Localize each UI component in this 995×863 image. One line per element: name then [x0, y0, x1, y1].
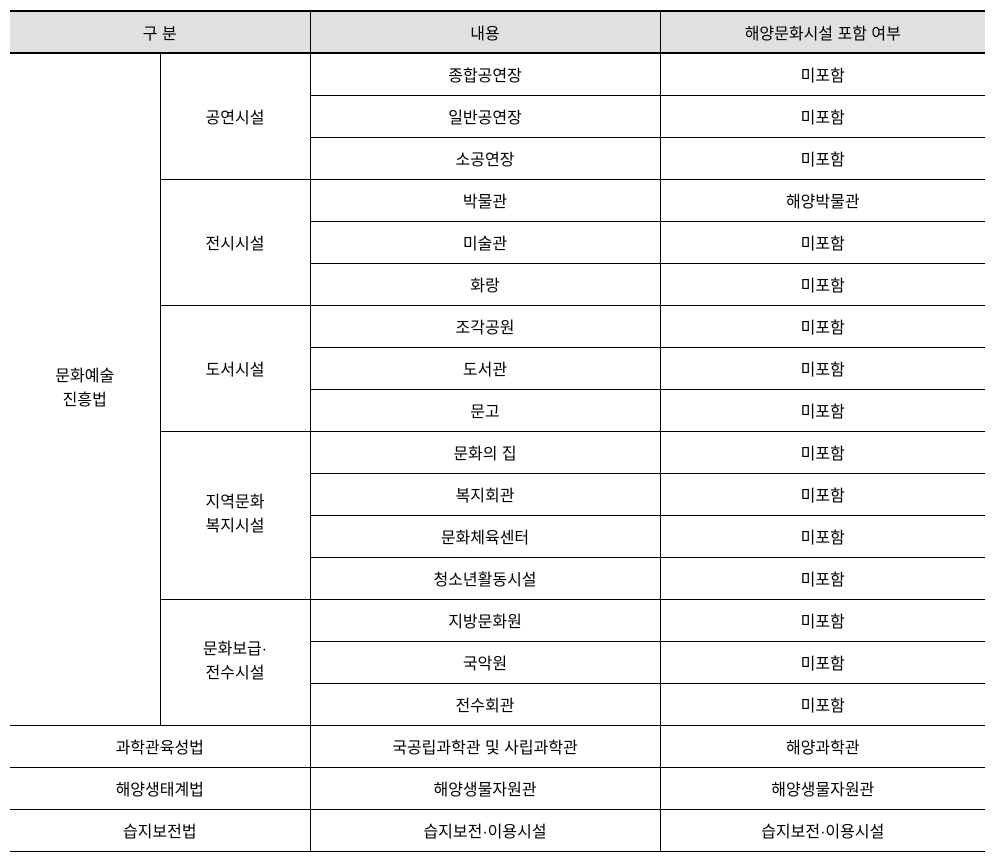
cell-text: 복지시설	[206, 518, 265, 535]
content-cell: 전수회관	[310, 683, 660, 725]
category-cell: 습지보전법	[10, 809, 310, 851]
sub-category-cell: 공연시설	[160, 53, 310, 179]
inclusion-cell: 미포함	[660, 95, 985, 137]
content-cell: 일반공연장	[310, 95, 660, 137]
sub-category-cell: 도서시설	[160, 305, 310, 431]
inclusion-cell: 미포함	[660, 515, 985, 557]
cell-text: 진흥법	[63, 392, 107, 409]
inclusion-cell: 미포함	[660, 641, 985, 683]
inclusion-cell: 미포함	[660, 305, 985, 347]
content-cell: 문고	[310, 389, 660, 431]
content-cell: 문화체육센터	[310, 515, 660, 557]
inclusion-cell: 미포함	[660, 473, 985, 515]
cell-text: 문화예술	[55, 368, 114, 385]
inclusion-cell: 해양박물관	[660, 179, 985, 221]
inclusion-cell: 미포함	[660, 53, 985, 95]
content-cell: 도서관	[310, 347, 660, 389]
content-cell: 복지회관	[310, 473, 660, 515]
inclusion-cell: 미포함	[660, 389, 985, 431]
inclusion-cell: 미포함	[660, 683, 985, 725]
content-cell: 문화의 집	[310, 431, 660, 473]
content-cell: 미술관	[310, 221, 660, 263]
category-cell: 해양생태계법	[10, 767, 310, 809]
content-cell: 국악원	[310, 641, 660, 683]
sub-category-cell: 문화보급· 전수시설	[160, 599, 310, 725]
content-cell: 종합공연장	[310, 53, 660, 95]
inclusion-cell: 미포함	[660, 221, 985, 263]
header-inclusion: 해양문화시설 포함 여부	[660, 11, 985, 53]
cell-text: 지역문화	[206, 494, 265, 511]
header-row: 구 분 내용 해양문화시설 포함 여부	[10, 11, 985, 53]
table-row: 문화예술 진흥법 공연시설 종합공연장 미포함	[10, 53, 985, 95]
inclusion-cell: 미포함	[660, 431, 985, 473]
inclusion-cell: 해양과학관	[660, 725, 985, 767]
table-row: 과학관육성법 국공립과학관 및 사립과학관 해양과학관	[10, 725, 985, 767]
inclusion-cell: 미포함	[660, 557, 985, 599]
content-cell: 조각공원	[310, 305, 660, 347]
facilities-table: 구 분 내용 해양문화시설 포함 여부 문화예술 진흥법 공연시설 종합공연장 …	[10, 10, 985, 852]
table-row: 해양생태계법 해양생물자원관 해양생물자원관	[10, 767, 985, 809]
content-cell: 박물관	[310, 179, 660, 221]
content-cell: 청소년활동시설	[310, 557, 660, 599]
inclusion-cell: 해양생물자원관	[660, 767, 985, 809]
sub-category-cell: 지역문화 복지시설	[160, 431, 310, 599]
header-category: 구 분	[10, 11, 310, 53]
inclusion-cell: 미포함	[660, 137, 985, 179]
content-cell: 화랑	[310, 263, 660, 305]
cell-text: 전수시설	[206, 665, 265, 682]
content-cell: 소공연장	[310, 137, 660, 179]
header-content: 내용	[310, 11, 660, 53]
category-cell: 과학관육성법	[10, 725, 310, 767]
content-cell: 국공립과학관 및 사립과학관	[310, 725, 660, 767]
content-cell: 지방문화원	[310, 599, 660, 641]
table-row: 습지보전법 습지보전·이용시설 습지보전·이용시설	[10, 809, 985, 851]
inclusion-cell: 미포함	[660, 347, 985, 389]
main-category-cell: 문화예술 진흥법	[10, 53, 160, 725]
inclusion-cell: 미포함	[660, 599, 985, 641]
sub-category-cell: 전시시설	[160, 179, 310, 305]
content-cell: 해양생물자원관	[310, 767, 660, 809]
content-cell: 습지보전·이용시설	[310, 809, 660, 851]
inclusion-cell: 미포함	[660, 263, 985, 305]
cell-text: 문화보급·	[203, 641, 267, 658]
inclusion-cell: 습지보전·이용시설	[660, 809, 985, 851]
